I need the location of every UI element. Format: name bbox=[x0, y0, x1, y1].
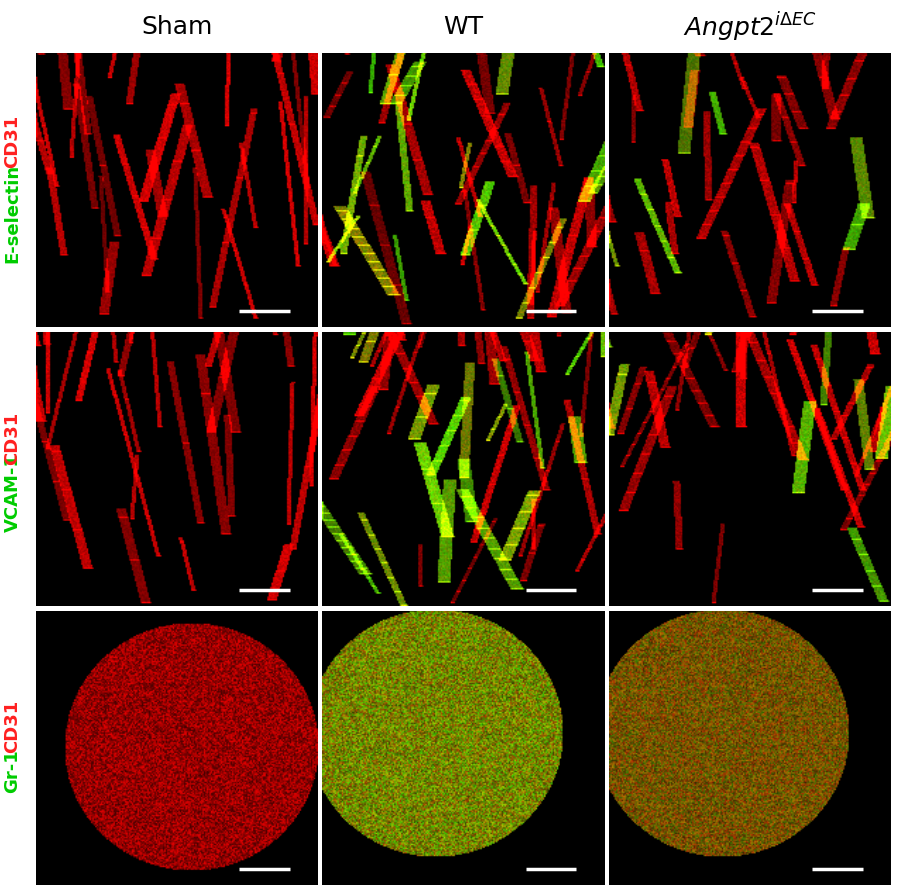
Text: $\mathit{Angpt2}^{\mathit{i\Delta EC}}$: $\mathit{Angpt2}^{\mathit{i\Delta EC}}$ bbox=[683, 10, 817, 44]
Text: E-selectin: E-selectin bbox=[4, 164, 22, 263]
Text: Sham: Sham bbox=[141, 15, 212, 38]
Text: CD31: CD31 bbox=[4, 114, 22, 167]
Text: CD31: CD31 bbox=[4, 411, 22, 464]
Text: CD31: CD31 bbox=[4, 698, 22, 752]
Text: WT: WT bbox=[444, 15, 483, 38]
Text: VCAM-1: VCAM-1 bbox=[4, 452, 22, 531]
Text: Gr-1: Gr-1 bbox=[4, 749, 22, 793]
